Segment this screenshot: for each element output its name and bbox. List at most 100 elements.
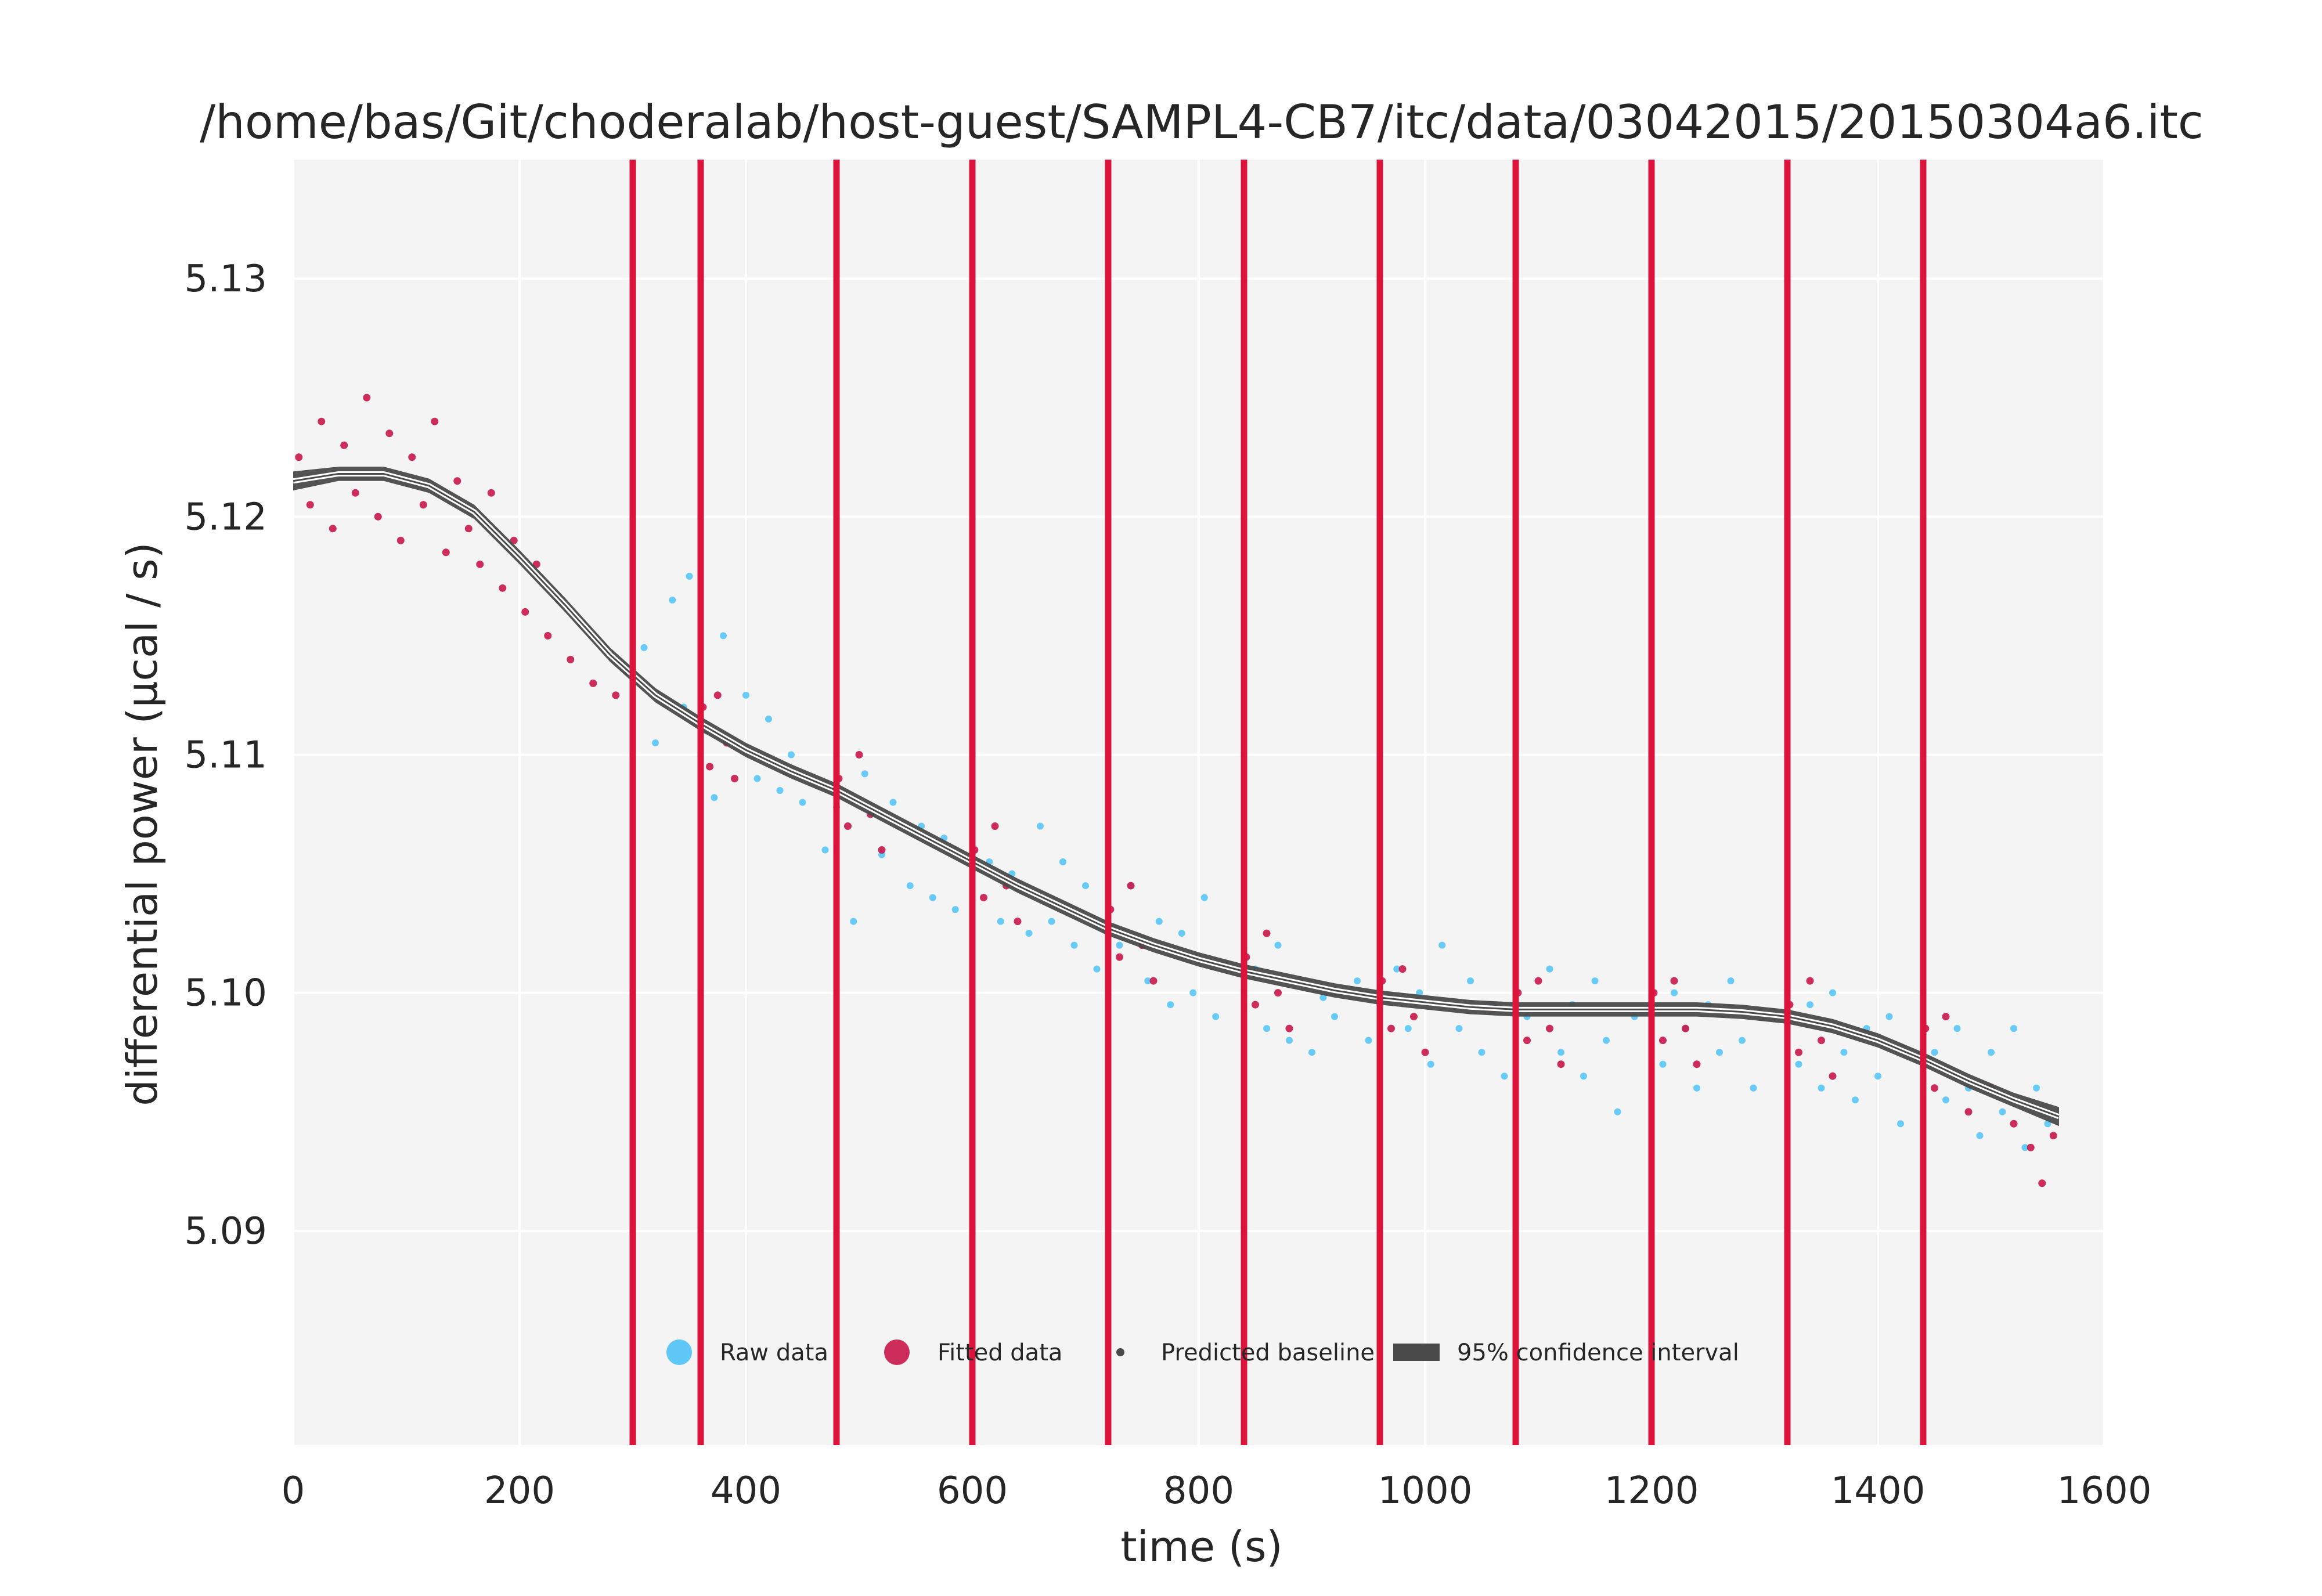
raw-data-point (1546, 965, 1553, 973)
fitted-data-point (1806, 977, 1814, 985)
fitted-data-point (855, 750, 863, 759)
y-axis-label: differential power (µcal / s) (118, 542, 167, 1106)
raw-data-point (1840, 1049, 1848, 1056)
legend-label: Raw data (720, 1339, 828, 1366)
raw-data-point (1404, 1025, 1412, 1032)
fitted-data-point (589, 679, 597, 687)
y-tick-label: 5.12 (185, 496, 268, 539)
fitted-data-point (385, 429, 394, 438)
y-tick-labels: 5.09 5.10 5.11 5.12 5.13 (185, 258, 268, 1253)
raw-data-point (1829, 989, 1836, 996)
fitted-data-point (1116, 953, 1123, 961)
fitted-data-point (1942, 1013, 1950, 1021)
chart-title: /home/bas/Git/choderalab/host-guest/SAMP… (200, 95, 2204, 149)
fitted-data-point (1252, 1001, 1259, 1009)
raw-data-point (1438, 941, 1446, 949)
fitted-data-point (2010, 1120, 2018, 1128)
raw-data-point (997, 918, 1004, 925)
raw-data-point (1693, 1084, 1700, 1092)
raw-data-point (1750, 1084, 1757, 1092)
legend-marker (884, 1339, 910, 1365)
fitted-data-point (1263, 929, 1271, 937)
x-tick-label: 1600 (2057, 1469, 2152, 1512)
fitted-data-point (1274, 989, 1282, 997)
x-tick-label: 1200 (1605, 1469, 1699, 1512)
raw-data-point (753, 775, 761, 782)
fitted-data-point (1818, 1037, 1825, 1045)
x-tick-labels: 0 200 400 600 800 1000 1200 1400 1600 (282, 1469, 2152, 1512)
raw-data-point (1274, 941, 1282, 949)
raw-data-point (776, 786, 784, 794)
fitted-data-point (991, 822, 999, 831)
fitted-data-point (1410, 1013, 1418, 1021)
raw-data-point (1319, 994, 1327, 1001)
raw-data-point (906, 882, 914, 890)
fitted-data-point (1387, 1024, 1395, 1032)
x-tick-label: 0 (282, 1469, 305, 1512)
fitted-data-point (2027, 1143, 2035, 1151)
fitted-data-point (499, 584, 507, 592)
fitted-data-point (1682, 1024, 1689, 1032)
raw-data-point (1580, 1073, 1587, 1080)
x-tick-label: 1000 (1378, 1469, 1473, 1512)
raw-data-point (1200, 894, 1208, 901)
raw-data-point (1931, 1049, 1938, 1056)
legend: Raw data Fitted data Predicted baseline 95%… (666, 1339, 1739, 1366)
raw-data-point (1093, 965, 1101, 973)
raw-data-point (1716, 1049, 1723, 1056)
fitted-data-point (1546, 1024, 1553, 1032)
raw-data-point (742, 691, 749, 699)
legend-label: Predicted baseline (1161, 1339, 1375, 1366)
fitted-data-point (1931, 1084, 1938, 1092)
raw-data-point (1263, 1025, 1270, 1032)
raw-data-point (1070, 941, 1078, 949)
fitted-data-point (521, 608, 529, 616)
raw-data-point (2033, 1084, 2040, 1092)
fitted-data-point (878, 846, 886, 854)
fitted-data-point (351, 489, 359, 497)
y-tick-label: 5.13 (185, 258, 268, 301)
raw-data-point (889, 799, 897, 806)
raw-data-point (1671, 989, 1678, 996)
fitted-data-point (706, 763, 714, 771)
raw-data-point (1739, 1037, 1746, 1044)
raw-data-point (765, 715, 772, 723)
fitted-data-point (396, 536, 405, 544)
fitted-data-point (1670, 977, 1678, 985)
raw-data-point (1727, 977, 1735, 985)
x-tick-label: 400 (711, 1469, 781, 1512)
fitted-data-point (1523, 1037, 1531, 1045)
y-tick-label: 5.10 (185, 972, 268, 1015)
confidence-band (293, 467, 2060, 1126)
fitted-data-point (612, 691, 620, 699)
raw-data-point (1178, 930, 1185, 937)
fitted-data-point (329, 525, 337, 533)
raw-data-point (1189, 989, 1197, 996)
raw-data-point (1818, 1084, 1825, 1092)
fitted-data-point (713, 691, 722, 699)
raw-data-point (2010, 1025, 2017, 1032)
raw-data-point (1393, 965, 1401, 973)
legend-label: 95% confidence interval (1457, 1339, 1739, 1366)
raw-data-point (669, 596, 676, 604)
raw-data-point (1874, 1073, 1881, 1080)
raw-data-point (1155, 918, 1163, 925)
x-tick-label: 800 (1163, 1469, 1234, 1512)
fitted-data-point (1014, 918, 1022, 926)
legend-label: Fitted data (938, 1339, 1062, 1366)
fitted-data-point (487, 489, 495, 497)
fitted-data-point (1149, 977, 1158, 985)
raw-data-point (1614, 1108, 1621, 1115)
raw-data-point (1286, 1037, 1293, 1044)
fitted-data-point (306, 501, 314, 509)
raw-data-point (1116, 941, 1123, 949)
raw-data-point (1795, 1060, 1802, 1068)
y-tick-label: 5.11 (185, 734, 268, 777)
fitted-data-point (363, 393, 371, 402)
fitted-data-point (1285, 1024, 1293, 1032)
raw-data-point (1212, 1013, 1220, 1020)
raw-data-point (1365, 1037, 1372, 1044)
raw-data-point (1467, 977, 1474, 985)
fitted-data-point (374, 512, 382, 521)
fitted-data-point (1964, 1108, 1973, 1116)
